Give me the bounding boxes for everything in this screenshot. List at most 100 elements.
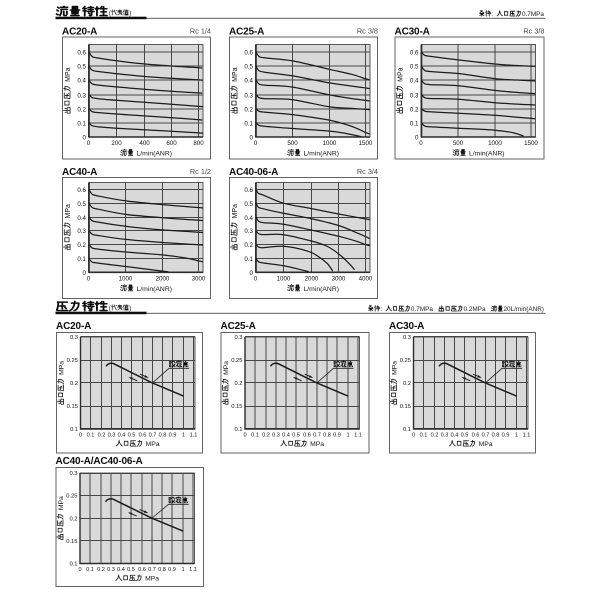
svg-text:AC30-A: AC30-A (395, 26, 430, 37)
svg-text:Rc 1/4: Rc 1/4 (190, 27, 211, 36)
svg-text:AC25-A: AC25-A (229, 26, 264, 37)
svg-text:0.3: 0.3 (77, 92, 86, 99)
svg-text:L/min(ANR): L/min(ANR) (136, 286, 172, 293)
svg-text:0.3: 0.3 (244, 228, 253, 235)
svg-text:MPa: MPa (65, 204, 72, 219)
svg-text:0.8: 0.8 (158, 567, 166, 573)
svg-text:400: 400 (139, 140, 150, 147)
svg-text:0.5: 0.5 (410, 63, 419, 70)
svg-text:0: 0 (79, 433, 82, 439)
svg-text:0.4: 0.4 (118, 433, 126, 439)
svg-text:0.1: 0.1 (86, 567, 94, 573)
svg-text:AC25-A: AC25-A (221, 321, 256, 332)
svg-text:800: 800 (193, 140, 204, 147)
svg-text:0.4: 0.4 (244, 215, 253, 222)
svg-text:0.7: 0.7 (482, 433, 490, 439)
svg-text:1: 1 (515, 433, 518, 439)
svg-text:0.5: 0.5 (461, 433, 469, 439)
svg-text:0.2: 0.2 (244, 106, 253, 113)
svg-text:MPa: MPa (65, 67, 72, 82)
svg-text:0.1: 0.1 (251, 433, 259, 439)
svg-text:0: 0 (419, 140, 423, 147)
svg-text:1.1: 1.1 (523, 433, 531, 439)
svg-text:0.3: 0.3 (410, 92, 419, 99)
svg-text:0.25: 0.25 (400, 358, 411, 364)
svg-text:0.15: 0.15 (67, 404, 78, 410)
svg-text:1: 1 (181, 567, 184, 573)
svg-text:0.6: 0.6 (138, 567, 146, 573)
svg-text:0.1: 0.1 (403, 427, 411, 433)
svg-text:0.2: 0.2 (77, 242, 86, 249)
svg-text:0.2: 0.2 (431, 433, 439, 439)
svg-text:1000: 1000 (488, 140, 502, 147)
svg-text:0.6: 0.6 (244, 49, 253, 56)
svg-text:Rc 3/8: Rc 3/8 (523, 27, 544, 36)
svg-text:AC20-A: AC20-A (62, 26, 97, 37)
svg-text:1500: 1500 (359, 140, 373, 147)
svg-text:0.2: 0.2 (97, 567, 105, 573)
svg-text:0.2: 0.2 (403, 381, 411, 387)
svg-text:1.1: 1.1 (354, 433, 362, 439)
svg-text:0.4: 0.4 (451, 433, 459, 439)
svg-text:0.6: 0.6 (139, 433, 147, 439)
svg-text:1: 1 (182, 433, 185, 439)
svg-text:L/min(ANR): L/min(ANR) (303, 286, 339, 293)
svg-text:1500: 1500 (524, 140, 538, 147)
svg-text:MPa: MPa (58, 496, 65, 510)
svg-text:0.6: 0.6 (303, 433, 311, 439)
svg-text:0.1: 0.1 (77, 256, 86, 263)
svg-text:MPa: MPa (232, 67, 239, 82)
svg-text:0.1: 0.1 (70, 427, 78, 433)
svg-text:0.1: 0.1 (244, 256, 253, 263)
svg-text:MPa: MPa (310, 441, 324, 448)
svg-text:0.2: 0.2 (244, 242, 253, 249)
svg-text:0.9: 0.9 (333, 433, 341, 439)
svg-text:Rc 3/8: Rc 3/8 (357, 27, 378, 36)
svg-text:0.1: 0.1 (244, 120, 253, 127)
svg-text:0.3: 0.3 (70, 335, 78, 341)
svg-text:): ) (129, 305, 131, 312)
svg-text:0.8: 0.8 (492, 433, 500, 439)
svg-text:0.1: 0.1 (77, 120, 86, 127)
svg-text:0.5: 0.5 (127, 567, 135, 573)
svg-text:0.2MPa: 0.2MPa (463, 306, 485, 313)
svg-text:0.3: 0.3 (234, 335, 242, 341)
svg-text:0.2: 0.2 (410, 106, 419, 113)
svg-text:0.4: 0.4 (77, 77, 86, 84)
svg-text:): ) (129, 10, 131, 17)
svg-text:1000: 1000 (323, 140, 337, 147)
svg-text:MPa: MPa (479, 441, 493, 448)
svg-text:3000: 3000 (192, 275, 206, 282)
svg-text:200: 200 (111, 140, 122, 147)
svg-text:0.3: 0.3 (403, 335, 411, 341)
svg-text:MPa: MPa (146, 441, 160, 448)
svg-text:4000: 4000 (359, 275, 373, 282)
svg-text::: : (380, 306, 382, 313)
svg-text:0: 0 (412, 433, 415, 439)
svg-text:0.7: 0.7 (148, 567, 156, 573)
svg-text:0.4: 0.4 (282, 433, 290, 439)
svg-text:0: 0 (83, 134, 87, 141)
svg-text:0.15: 0.15 (66, 539, 77, 545)
svg-text:0.6: 0.6 (77, 49, 86, 56)
svg-text:0.8: 0.8 (159, 433, 167, 439)
svg-text:AC40-A/AC40-06-A: AC40-A/AC40-06-A (56, 456, 143, 467)
svg-text:0.9: 0.9 (168, 567, 176, 573)
svg-text:0.5: 0.5 (244, 63, 253, 70)
svg-text:20L/min(ANR): 20L/min(ANR) (503, 306, 544, 313)
svg-text:(: ( (109, 305, 112, 312)
svg-text:Rc 3/4: Rc 3/4 (357, 167, 378, 176)
svg-text:AC40-A: AC40-A (62, 167, 97, 178)
svg-text:MPa: MPa (232, 204, 239, 219)
svg-text:0.1: 0.1 (69, 562, 77, 568)
svg-text:1000: 1000 (277, 275, 291, 282)
svg-text:0.7MPa: 0.7MPa (522, 11, 544, 18)
svg-text:0.5: 0.5 (128, 433, 136, 439)
svg-text:0.25: 0.25 (66, 494, 77, 500)
svg-text:MPa: MPa (59, 361, 66, 375)
svg-text:500: 500 (287, 140, 298, 147)
svg-text:L/min(ANR): L/min(ANR) (136, 151, 172, 158)
svg-text:0: 0 (87, 275, 91, 282)
svg-text:1: 1 (346, 433, 349, 439)
svg-text:0.1: 0.1 (234, 427, 242, 433)
